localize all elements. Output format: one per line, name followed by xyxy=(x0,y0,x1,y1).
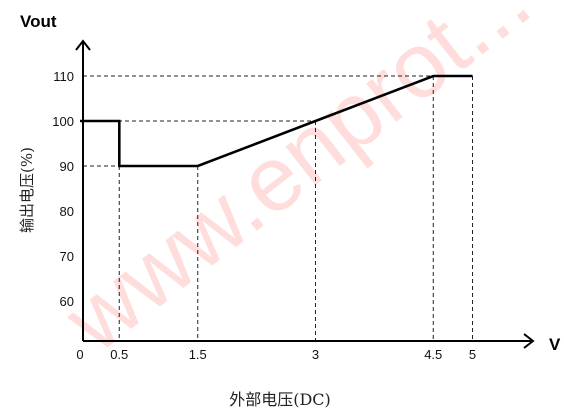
x-tick-label: 4.5 xyxy=(424,347,442,362)
y-axis-title: Vout xyxy=(20,12,57,31)
y-tick-label: 90 xyxy=(60,159,74,174)
x-tick-label: 1.5 xyxy=(189,347,207,362)
x-tick-label: 3 xyxy=(312,347,319,362)
y-tick-label: 60 xyxy=(60,294,74,309)
x-tick-label: 0 xyxy=(76,347,83,362)
x-axis-unit: V xyxy=(549,335,561,354)
x-tick-label: 0.5 xyxy=(110,347,128,362)
y-tick-label: 110 xyxy=(53,69,74,84)
y-tick-label: 80 xyxy=(60,204,74,219)
watermark: www.enprot... 自動... xyxy=(46,0,564,372)
y-tick-label: 100 xyxy=(52,114,74,129)
x-axis-label: 外部电压(DC) xyxy=(229,390,331,409)
y-axis-label: 输出电压(%) xyxy=(18,147,36,233)
x-tick-label: 5 xyxy=(469,347,476,362)
y-tick-label: 70 xyxy=(60,249,74,264)
watermark-text: www.enprot... 自動... xyxy=(46,0,564,372)
